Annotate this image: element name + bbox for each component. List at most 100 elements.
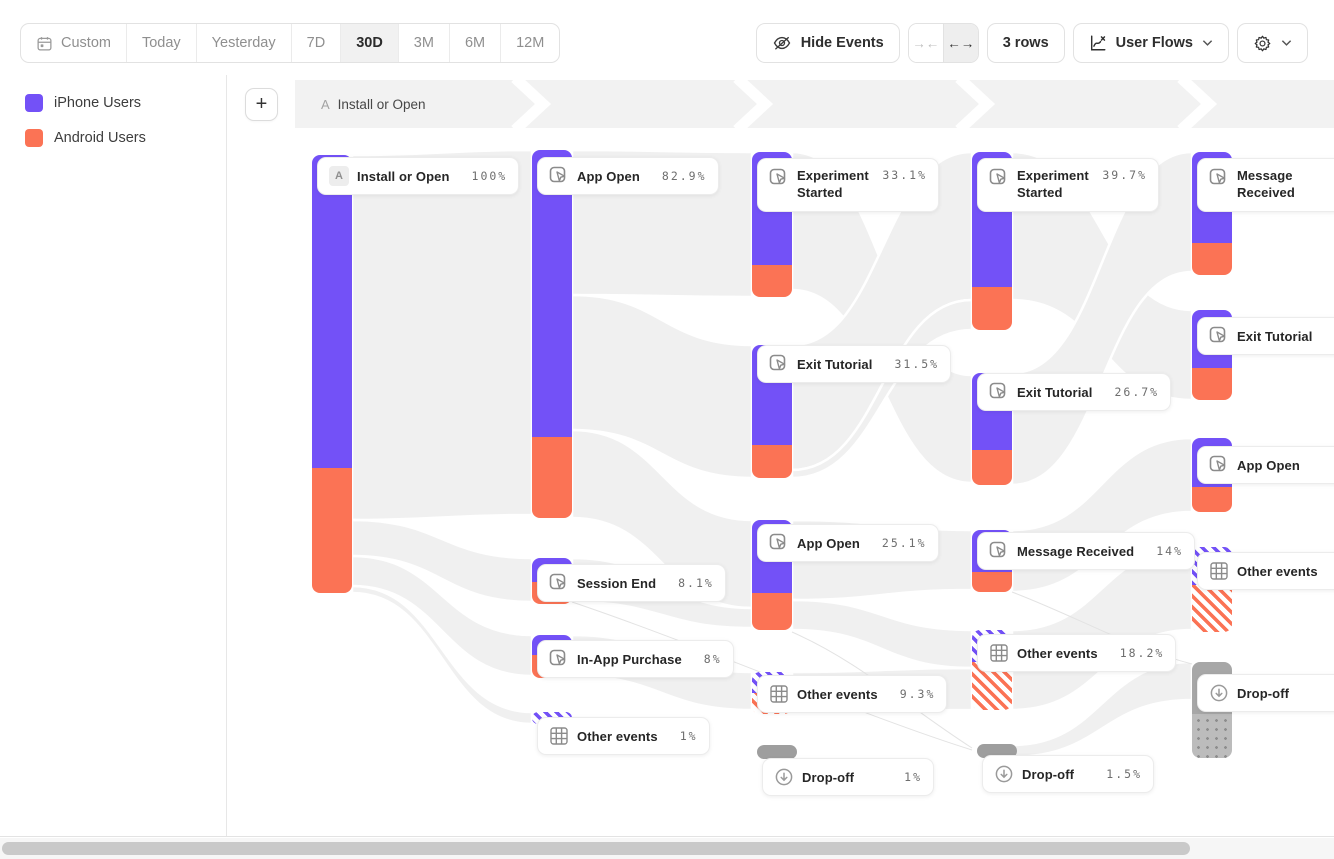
node-label: Other events [1237,563,1318,579]
add-step-button[interactable]: + [245,88,278,121]
drop-off-icon [774,767,794,787]
step-label-group: A Install or Open [321,80,425,128]
flow-node-card[interactable]: App Open 25.1% [757,524,939,562]
flow-node-bar[interactable] [312,155,352,593]
flow-node-card[interactable]: Other events [1197,552,1334,590]
event-click-icon [1209,455,1229,475]
event-click-icon [1209,168,1229,188]
event-click-icon [989,168,1009,188]
event-click-icon [769,168,789,188]
settings-dropdown[interactable] [1237,23,1308,63]
date-range-6m[interactable]: 6M [448,24,500,62]
flow-node-card[interactable]: Experiment Started 33.1% [757,158,939,212]
horizontal-scrollbar-track[interactable] [0,838,1334,859]
bar-segment-android [972,287,1012,330]
bar-segment-android [752,445,792,478]
step-breadcrumb-band[interactable]: A Install or Open [295,73,1334,135]
hide-events-button[interactable]: Hide Events [755,23,900,63]
node-label: App Open [1237,457,1300,473]
node-label: Drop-off [1237,685,1290,701]
date-range-3m[interactable]: 3M [397,24,449,62]
view-mode-dropdown[interactable]: User Flows [1072,23,1229,63]
step-label: Install or Open [337,96,426,112]
flow-node-card[interactable]: Session End 8.1% [537,564,726,602]
flow-node-card[interactable]: Other events 18.2% [977,634,1177,672]
date-range-7d[interactable]: 7D [290,24,341,62]
node-percentage: 39.7% [1102,168,1147,182]
event-click-icon [769,533,789,553]
gear-icon [1254,35,1271,51]
flow-node-card[interactable]: Experiment Started 39.7% [977,158,1159,212]
node-label: App Open [577,168,640,184]
legend-item-android-users[interactable]: Android Users [25,129,146,147]
calendar-icon [37,36,52,51]
flow-node-card[interactable]: Exit Tutorial 31.5% [757,345,952,383]
flow-node-card[interactable]: Other events 1% [537,717,710,755]
rows-button[interactable]: 3 rows [986,23,1065,63]
node-percentage: 8.1% [678,576,714,590]
bar-segment-android [752,593,792,630]
date-range-label: Today [141,35,181,51]
flow-node-card[interactable]: Exit Tutorial 26.7% [977,373,1172,411]
node-label: Drop-off [802,769,855,785]
other-events-grid-icon [1209,561,1229,581]
date-range-label: Custom [61,35,111,51]
flow-node-card[interactable]: Drop-off 1% [762,758,934,796]
bottom-divider [0,836,1334,837]
other-events-grid-icon [549,726,569,746]
step-chevron-separators [511,73,1218,135]
date-range-30d-selected[interactable]: 30D [340,24,398,62]
date-range-label: 7D [306,35,326,51]
flow-node-card[interactable]: Exit Tutorial [1197,317,1334,355]
drop-off-bar[interactable] [977,744,1017,758]
event-click-icon [769,354,789,374]
node-label: Message Received [1237,168,1295,200]
rows-label: 3 rows [1002,35,1049,51]
node-percentage: 1% [679,729,698,743]
collapse-columns-button[interactable]: →← [908,24,943,62]
node-percentage: 25.1% [881,536,927,550]
date-range-today[interactable]: Today [125,24,196,62]
node-percentage: 14% [1156,544,1184,558]
flow-node-card[interactable]: Other events 9.3% [757,675,948,713]
node-label: Session End [577,575,657,591]
flow-node-card[interactable]: Drop-off 1.5% [982,755,1154,793]
flow-node-bar[interactable] [532,150,572,518]
eye-off-icon [773,36,790,50]
plus-icon: + [255,93,268,115]
horizontal-scrollbar-thumb[interactable] [2,842,1190,855]
node-percentage: 82.9% [661,169,707,183]
expand-columns-button[interactable]: ←→ [942,24,978,62]
top-toolbar: Custom Today Yesterday 7D 30D 3M 6M 12M … [20,23,1308,63]
flow-node-card[interactable]: A Install or Open 100% [317,157,520,195]
node-percentage: 33.1% [882,168,927,182]
flow-node-card[interactable]: App Open [1197,446,1334,484]
flow-node-card[interactable]: Message Received 14% [977,532,1196,570]
node-label: Exit Tutorial [1237,328,1313,344]
legend-item-iphone-users[interactable]: iPhone Users [25,94,146,112]
date-range-label: Yesterday [211,35,276,51]
drop-off-bar[interactable] [757,745,797,759]
bar-segment-android-hatched [1192,585,1232,632]
legend-label: iPhone Users [54,95,142,111]
bar-segment-iphone [312,155,352,468]
flow-node-card[interactable]: Message Received [1197,158,1334,212]
legend-swatch-purple [25,94,43,112]
flow-node-card[interactable]: Drop-off [1197,674,1334,712]
bar-segment-android [1192,368,1232,400]
toolbar-right-group: Hide Events →← ←→ 3 rows User Flows [755,23,1308,63]
date-range-12m[interactable]: 12M [500,24,559,62]
bar-segment-android [532,437,572,518]
date-range-custom[interactable]: Custom [21,24,126,62]
node-percentage: 31.5% [894,357,940,371]
date-range-label: 30D [356,35,383,51]
collapse-icon: →← [912,35,940,51]
event-click-icon [989,541,1009,561]
flow-node-card[interactable]: In-App Purchase 8% [537,640,734,678]
node-label: Exit Tutorial [1017,384,1093,400]
step-badge: A [321,96,330,112]
date-range-yesterday[interactable]: Yesterday [195,24,291,62]
date-range-label: 12M [516,35,545,51]
node-percentage: 1.5% [1106,767,1142,781]
flow-node-card[interactable]: App Open 82.9% [537,157,719,195]
